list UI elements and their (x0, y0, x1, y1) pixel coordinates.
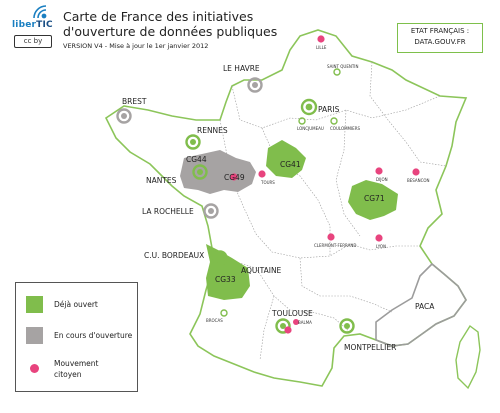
label-cg49: CG49 (224, 173, 245, 182)
label-cg33: CG33 (215, 275, 236, 284)
citizen-balma (293, 319, 299, 325)
marker-le-havre (247, 77, 263, 93)
label-nantes: NANTES (146, 176, 177, 185)
legend: Déjà ouvert En cours d'ouverture Mouveme… (15, 282, 138, 392)
label-lille: LILLE (316, 45, 327, 50)
logo-wordmark: liberTIC (12, 20, 53, 30)
label-paris: PARIS (318, 105, 340, 114)
ring-markers (116, 77, 355, 334)
citizen-besancon (412, 168, 420, 176)
etat-line-1: ETAT FRANÇAIS : (410, 27, 470, 35)
label-loncjumeau: LONCJUMEAU (297, 126, 324, 131)
marker-toulouse (275, 318, 291, 334)
label-brest: BREST (122, 97, 147, 106)
corsica (455, 324, 481, 390)
citizen-lyon (375, 234, 383, 242)
marker-brest (116, 108, 132, 124)
label-paca: PACA (415, 302, 435, 311)
label-coulommiers: COULOMMIERS (330, 126, 361, 131)
marker-rennes (185, 134, 201, 150)
label-clermont: CLERMONT-FERRAND (314, 243, 357, 248)
label-tours: TOURS (261, 180, 275, 185)
region-cg44-cg49 (180, 150, 256, 194)
france-outline (104, 29, 468, 387)
paca-border (375, 262, 467, 347)
label-lyon: LYON (376, 244, 387, 249)
label-dijon: DIJON (376, 177, 388, 182)
region-cg71 (348, 180, 398, 220)
marker-brocas (220, 309, 228, 317)
logo-wifi-icon (33, 5, 47, 19)
marker-la-rochelle (203, 203, 219, 219)
label-le-havre: LE HAVRE (223, 64, 260, 73)
legend-in-progress-swatch (26, 327, 43, 344)
libertic-logo: liberTIC cc by (12, 8, 56, 56)
citizen-lille (317, 35, 325, 43)
label-brocas: BROCAS (206, 318, 223, 323)
marker-bordeaux (212, 250, 228, 266)
legend-open-label: Déjà ouvert (54, 300, 98, 309)
label-rennes: RENNES (197, 126, 228, 135)
legend-citizen-dot (30, 364, 39, 373)
citizen-toulouse (284, 326, 292, 334)
title-line-1: Carte de France des initiatives (63, 9, 254, 24)
legend-open-swatch (26, 296, 43, 313)
citizen-cg49 (230, 173, 238, 181)
legend-citizen-label-2: citoyen (54, 370, 82, 379)
label-montpellier: MONTPELLIER (344, 343, 397, 352)
region-cg41 (266, 140, 306, 178)
label-cg44: CG44 (186, 155, 207, 164)
version-text: VERSION V4 - Mise à jour le 1er janvier … (63, 42, 209, 50)
marker-paris (300, 98, 318, 116)
label-aquitaine: AQUITAINE (241, 266, 282, 275)
legend-in-progress-label: En cours d'ouverture (54, 331, 133, 340)
map-title: Carte de France des initiatives d'ouvert… (63, 9, 277, 39)
label-toulouse: TOULOUSE (272, 309, 313, 318)
citizen-markers (230, 35, 420, 334)
ring-centers (121, 82, 350, 329)
citizen-clermont (327, 233, 335, 241)
label-balma: BALMA (298, 320, 312, 325)
small-open-markers (220, 68, 341, 317)
legend-citizen-label-1: Mouvement (54, 359, 99, 368)
etat-box: ETAT FRANÇAIS : DATA.GOUV.FR (397, 23, 483, 53)
citizen-tours (258, 170, 266, 178)
label-cg41: CG41 (280, 160, 301, 169)
etat-line-2: DATA.GOUV.FR (414, 38, 466, 46)
label-saint-quentin: SAINT QUENTIN (327, 64, 359, 69)
marker-saint-quentin (333, 68, 341, 76)
marker-nantes (192, 164, 208, 180)
label-la-rochelle: LA ROCHELLE (142, 207, 194, 216)
marker-loncjumeau (298, 117, 306, 125)
marker-montpellier (339, 318, 355, 334)
citizen-dijon (375, 167, 383, 175)
label-cu-bordeaux: C.U. BORDEAUX (144, 251, 205, 260)
title-line-2: d'ouverture de données publiques (63, 24, 278, 39)
label-cg71: CG71 (364, 194, 385, 203)
marker-coulommiers (330, 117, 338, 125)
license-badge: cc by (14, 35, 52, 48)
label-besancon: BESANCON (407, 178, 430, 183)
